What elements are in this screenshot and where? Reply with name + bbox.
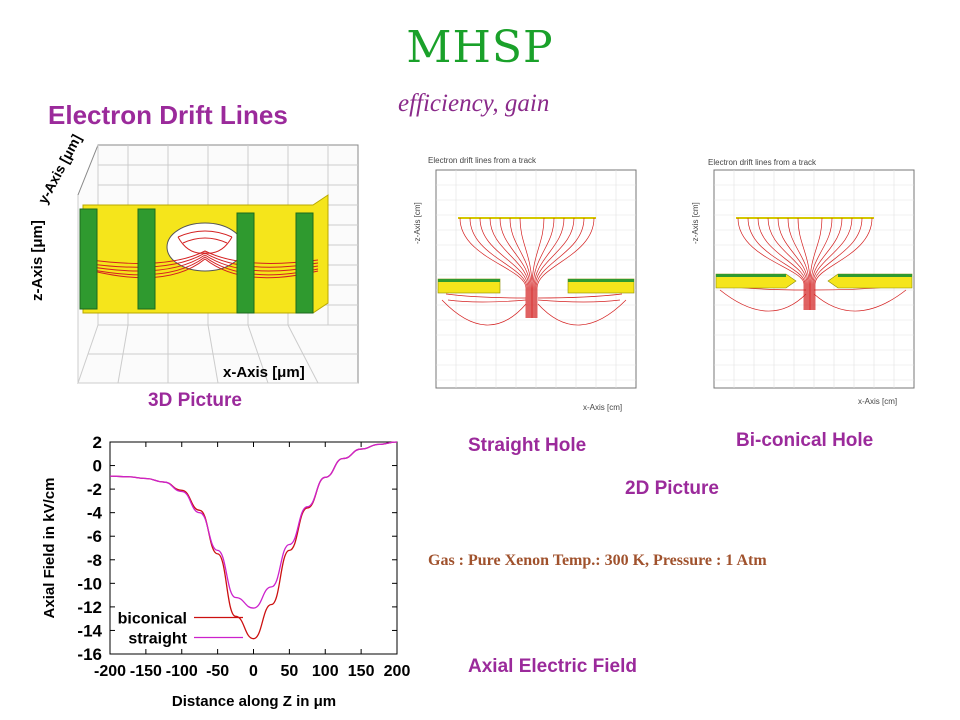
hole [166, 222, 244, 272]
z-axis-label-3d: z-Axis [μm] [29, 220, 46, 301]
x-tick-label: 200 [384, 663, 410, 680]
x-axis-label-2d-biconical: x-Axis [cm] [858, 397, 897, 406]
strip-electrode-2 [137, 208, 156, 310]
panel-title: Electron drift lines from a track [708, 158, 817, 167]
x-tick-label: -50 [206, 663, 229, 680]
y-axis-label-2d-biconical: -z-Axis [cm] [691, 202, 700, 244]
legend-label-straight: straight [128, 630, 187, 647]
y-tick-label: 2 [93, 433, 102, 452]
y-tick-label: -2 [87, 480, 102, 499]
page-title: MHSP [406, 22, 554, 73]
y-tick-label: -12 [77, 598, 102, 617]
y-tick-label: -16 [77, 645, 102, 664]
y-tick-label: -4 [87, 504, 103, 523]
x-tick-label: -100 [166, 663, 198, 680]
y-tick-label: -10 [77, 574, 102, 593]
legend-label-biconical: biconical [118, 610, 187, 627]
x-tick-label: 150 [348, 663, 375, 680]
x-axis-label: Distance along Z in μm [172, 693, 336, 710]
page-subtitle: efficiency, gain [398, 90, 550, 117]
label-straight-hole: Straight Hole [468, 435, 587, 456]
y-tick-label: -14 [77, 621, 102, 640]
x-tick-label: 100 [312, 663, 339, 680]
x-tick-label: 50 [280, 663, 298, 680]
y-tick-label: -8 [87, 551, 102, 570]
y-axis-label-2d-straight: -z-Axis [cm] [413, 202, 422, 244]
series-line-straight [109, 441, 398, 609]
strip-electrode-3 [236, 212, 255, 314]
y-tick-label: -6 [87, 527, 102, 546]
gas-conditions-note: Gas : Pure Xenon Temp.: 300 K, Pressure … [428, 552, 767, 569]
y-axis-label: Axial Field in kV/cm [41, 478, 58, 619]
x-axis-label-2d-straight: x-Axis [cm] [583, 403, 622, 412]
x-tick-label: 0 [249, 663, 258, 680]
label-2d-picture: 2D Picture [625, 478, 719, 499]
strip-electrode-1 [79, 208, 98, 310]
strip-electrode-4 [295, 212, 314, 314]
panel-title: Electron drift lines from a track [428, 156, 537, 165]
plot-frame [109, 441, 398, 655]
panel-biconical-hole: Electron drift lines from a track -z-Axi… [680, 150, 942, 412]
drift-3d-figure: x-Axis [μm] z-Axis [μm] y-Axis [μm] [29, 132, 359, 384]
drift-lines-3d [82, 230, 319, 279]
axial-field-chart: 2 0 -2 -4 -6 -8 -10 -12 -14 -16 -200 -150 -100 -50 0 5… [41, 433, 410, 710]
x-axis-label-3d: x-Axis [μm] [223, 364, 305, 381]
label-3d-picture: 3D Picture [148, 390, 242, 411]
panel-straight-hole: Electron drift lines from a track -z-Axi… [398, 148, 663, 416]
y-axis-label-3d: y-Axis [μm] [35, 132, 85, 207]
x-tick-label: -150 [130, 663, 162, 680]
label-biconical-hole: Bi-conical Hole [736, 430, 874, 451]
label-axial-electric-field: Axial Electric Field [468, 656, 637, 677]
x-tick-label: -200 [94, 663, 126, 680]
y-tick-label: 0 [93, 457, 102, 476]
drift-lines-heading: Electron Drift Lines [48, 100, 288, 130]
